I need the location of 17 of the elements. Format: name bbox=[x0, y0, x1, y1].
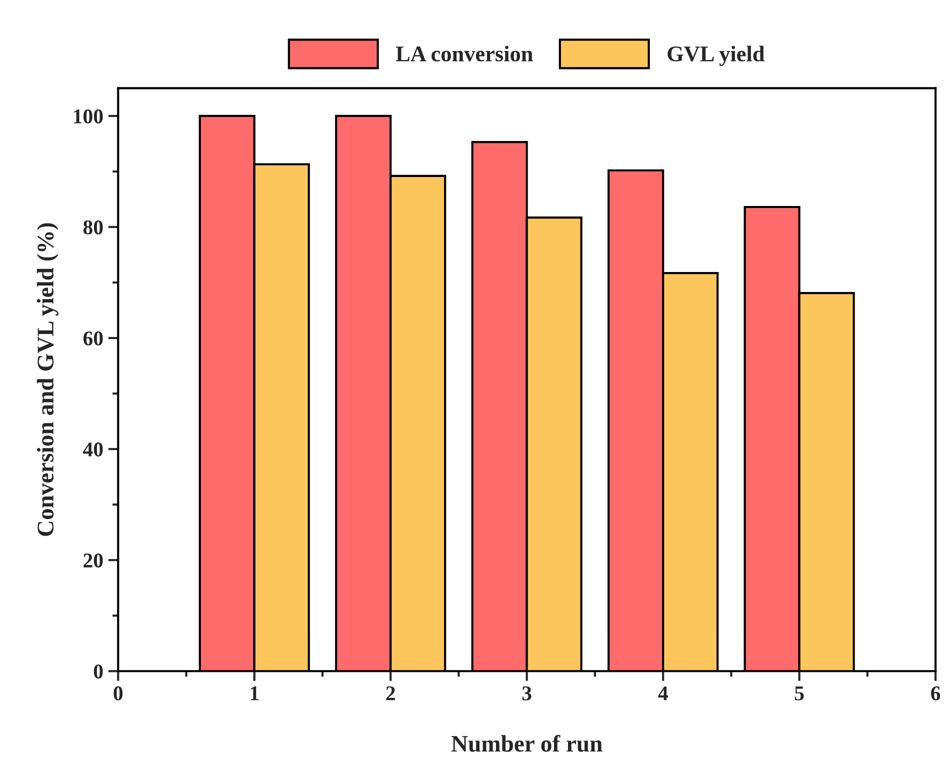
x-tick-label: 6 bbox=[931, 686, 940, 700]
x-tick-label: 4 bbox=[658, 686, 668, 700]
x-tick-label: 2 bbox=[386, 686, 395, 700]
x-axis-title: Number of run bbox=[451, 734, 602, 752]
y-tick-label: 40 bbox=[82, 442, 103, 456]
y-tick-label: 100 bbox=[74, 109, 103, 124]
y-axis-title: Conversion and GVL yield (%) bbox=[36, 223, 58, 536]
legend-label: GVL yield bbox=[668, 46, 765, 66]
x-tick-label: 3 bbox=[522, 686, 532, 700]
y-tick-label: 60 bbox=[83, 331, 103, 346]
x-tick-label: 1 bbox=[250, 686, 258, 700]
y-tick-label: 20 bbox=[84, 553, 103, 568]
x-tick-label: 0 bbox=[114, 686, 123, 700]
x-tick-label: 5 bbox=[794, 686, 804, 700]
legend-label: LA conversion bbox=[396, 46, 533, 62]
y-tick-label: 0 bbox=[94, 664, 103, 679]
y-tick-label: 80 bbox=[83, 220, 103, 234]
